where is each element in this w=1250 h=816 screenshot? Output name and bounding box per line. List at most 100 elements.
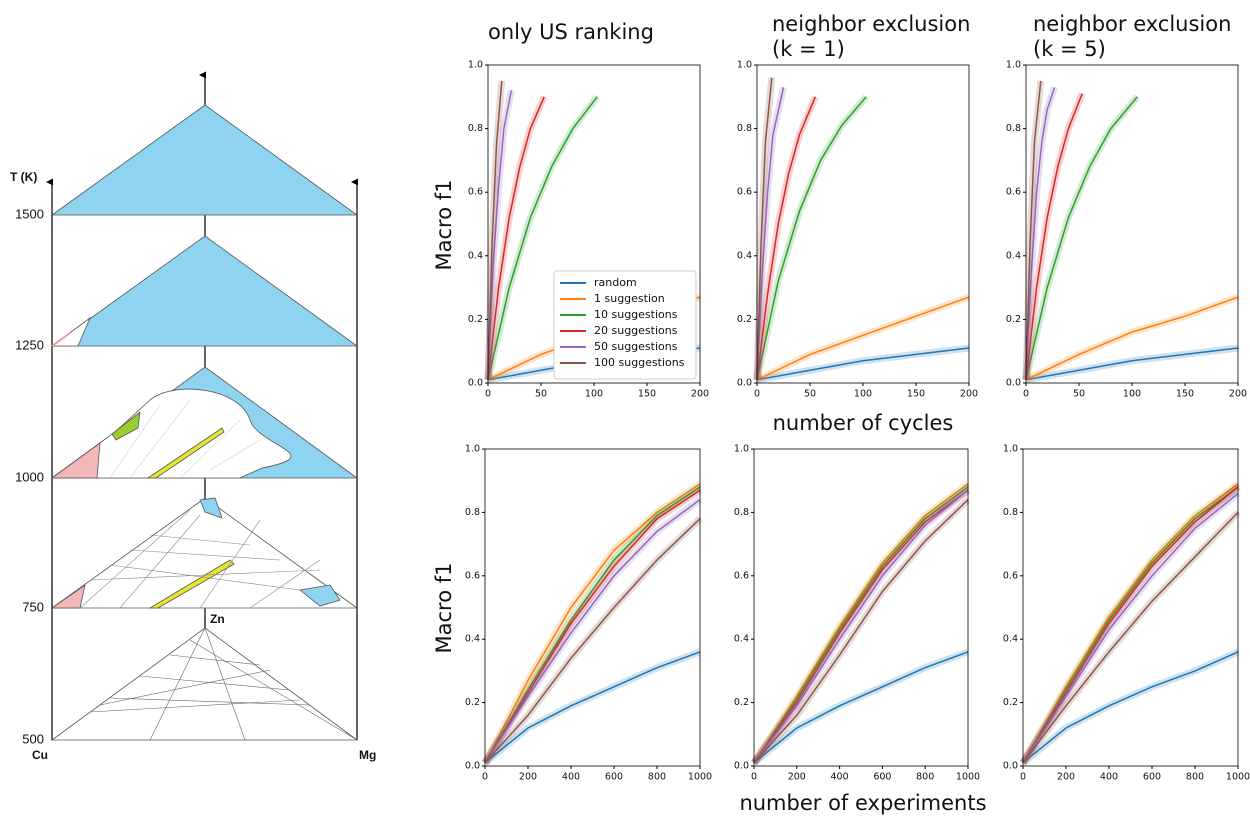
- x-tick-label: 800: [1186, 772, 1204, 783]
- column-title: neighbor exclusion: [772, 12, 970, 36]
- y-tick-label: 0.6: [737, 187, 752, 198]
- series-line: [484, 489, 701, 764]
- series-line: [1022, 651, 1239, 764]
- y-tick-label: 0.0: [1006, 378, 1021, 389]
- series-line: [756, 347, 970, 381]
- x-tick-label: 600: [605, 772, 623, 783]
- y-tick-label: 0.0: [1003, 761, 1018, 772]
- plot-frame: [484, 448, 701, 767]
- element-label: Mg: [359, 748, 376, 762]
- confidence-band: [1020, 509, 1241, 765]
- y-tick-label: 0.0: [734, 761, 749, 772]
- x-axis-label: number of experiments: [739, 791, 986, 815]
- series-line: [756, 96, 816, 380]
- x-tick-label: 0: [1020, 772, 1026, 783]
- plot-frame: [756, 64, 970, 384]
- series-line: [1022, 511, 1239, 764]
- y-tick-label: 0.6: [465, 570, 480, 581]
- x-tick-label: 50: [1073, 389, 1085, 400]
- x-tick-label: 100: [585, 389, 603, 400]
- x-tick-label: 100: [854, 389, 872, 400]
- series-line: [484, 486, 701, 764]
- series-line: [1025, 347, 1239, 381]
- x-tick-label: 800: [916, 772, 934, 783]
- axis-label: T (K): [10, 170, 37, 184]
- series-line: [484, 651, 701, 764]
- x-tick-label: 200: [519, 772, 537, 783]
- y-tick-label: 0.8: [1006, 123, 1021, 134]
- series-line: [487, 96, 598, 380]
- legend-label: random: [594, 276, 637, 289]
- x-tick-label: 400: [1100, 772, 1118, 783]
- y-tick-label: 0.0: [468, 378, 483, 389]
- temperature-label: 1500: [15, 206, 44, 221]
- x-tick-label: 0: [754, 389, 760, 400]
- series-line: [753, 486, 969, 764]
- column-title: (k = 5): [1033, 37, 1106, 61]
- y-tick-label: 0.0: [465, 761, 480, 772]
- series-line: [1022, 486, 1239, 764]
- y-tick-label: 0.4: [734, 634, 749, 645]
- series-line: [1025, 93, 1083, 380]
- x-tick-label: 200: [1057, 772, 1075, 783]
- y-tick-label: 1.0: [468, 60, 483, 71]
- series-line: [1025, 87, 1056, 380]
- x-tick-label: 150: [907, 389, 925, 400]
- plot-frame: [1022, 448, 1239, 767]
- y-tick-label: 0.4: [1003, 634, 1018, 645]
- legend-label: 10 suggestions: [594, 308, 678, 321]
- y-tick-label: 0.6: [734, 570, 749, 581]
- legend-label: 100 suggestions: [594, 356, 685, 369]
- y-tick-label: 1.0: [1003, 444, 1018, 455]
- y-tick-label: 1.0: [737, 60, 752, 71]
- x-tick-label: 400: [831, 772, 849, 783]
- series-line: [753, 483, 969, 764]
- series-line: [753, 489, 969, 764]
- x-tick-label: 200: [788, 772, 806, 783]
- phase-diagram: [46, 71, 359, 741]
- x-tick-label: 200: [691, 389, 709, 400]
- plot-frame: [1025, 64, 1239, 384]
- x-axis-label: number of cycles: [773, 411, 954, 435]
- y-tick-label: 1.0: [734, 444, 749, 455]
- confidence-band: [1024, 293, 1240, 383]
- y-tick-label: 1.0: [465, 444, 480, 455]
- y-tick-label: 0.6: [468, 187, 483, 198]
- column-title: only US ranking: [488, 20, 654, 44]
- series-line: [756, 77, 773, 380]
- x-tick-label: 400: [562, 772, 580, 783]
- y-tick-label: 0.2: [465, 697, 480, 708]
- series-line: [1022, 492, 1239, 764]
- column-title: (k = 1): [772, 37, 845, 61]
- x-tick-label: 100: [1123, 389, 1141, 400]
- y-tick-label: 0.4: [468, 250, 483, 261]
- x-tick-label: 1000: [1226, 772, 1250, 783]
- x-tick-label: 50: [535, 389, 547, 400]
- temperature-label: 500: [22, 731, 44, 746]
- series-line: [484, 499, 701, 764]
- series-line: [1022, 483, 1239, 764]
- plot-frame: [753, 448, 969, 767]
- x-tick-label: 0: [1023, 389, 1029, 400]
- series-line: [484, 483, 701, 764]
- x-tick-label: 1000: [688, 772, 712, 783]
- series-line: [484, 518, 701, 764]
- x-tick-label: 0: [751, 772, 757, 783]
- x-tick-label: 600: [1143, 772, 1161, 783]
- y-tick-label: 1.0: [1006, 60, 1021, 71]
- series-line: [1022, 486, 1239, 764]
- series-line: [753, 651, 969, 764]
- y-tick-label: 0.8: [468, 123, 483, 134]
- plot-frame: [487, 64, 701, 384]
- x-tick-label: 1000: [956, 772, 980, 783]
- series-line: [753, 499, 969, 764]
- temperature-label: 750: [22, 599, 44, 614]
- confidence-band: [751, 497, 971, 766]
- series-line: [487, 96, 545, 380]
- series-line: [756, 96, 867, 380]
- x-tick-label: 200: [1229, 389, 1247, 400]
- series-line: [756, 296, 970, 381]
- series-line: [1025, 80, 1042, 380]
- y-tick-label: 0.8: [734, 507, 749, 518]
